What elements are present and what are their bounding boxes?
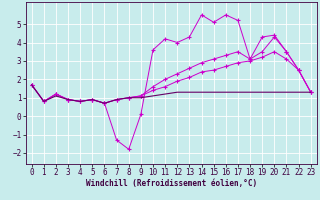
X-axis label: Windchill (Refroidissement éolien,°C): Windchill (Refroidissement éolien,°C): [86, 179, 257, 188]
